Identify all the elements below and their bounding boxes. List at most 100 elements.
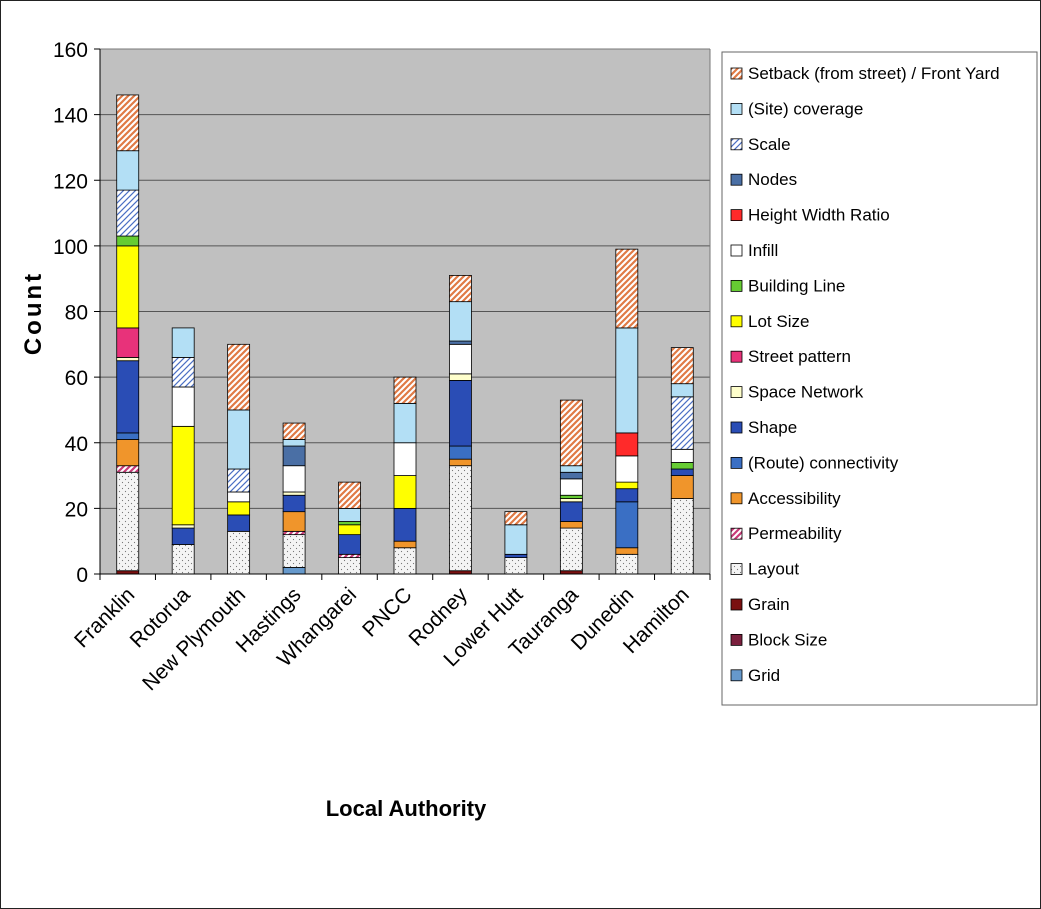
bar-segment	[282, 530, 306, 536]
legend-swatch	[730, 669, 743, 682]
legend-entry: Shape	[748, 418, 797, 437]
bar-segment	[449, 340, 472, 345]
bar-segment	[116, 327, 140, 358]
bar-segment	[449, 275, 472, 303]
bar-segment	[116, 471, 140, 572]
bar-segment	[282, 494, 306, 513]
bar-segment	[393, 540, 417, 549]
bar-segment	[559, 494, 583, 499]
bar-segment	[449, 343, 472, 375]
legend-entry: (Route) connectivity	[748, 453, 899, 472]
bar-segment	[116, 465, 140, 473]
bar-segment	[116, 245, 140, 329]
legend-swatch	[730, 421, 743, 434]
bar-segment	[282, 491, 306, 496]
legend-swatch	[730, 173, 743, 186]
bar-segment	[449, 458, 472, 467]
bar-segment	[282, 465, 306, 493]
bar-segment	[393, 475, 417, 509]
legend-entry: Accessibility	[748, 489, 841, 508]
bar-segment	[670, 475, 694, 499]
legend-entry: Grain	[748, 595, 790, 614]
bar-segment	[670, 347, 694, 385]
bar-segment	[338, 557, 361, 575]
y-tick-label: 20	[65, 498, 88, 521]
bar-segment	[504, 553, 528, 558]
bar-segment	[116, 150, 140, 191]
legend-swatch	[730, 634, 743, 646]
bar-segment	[559, 465, 583, 473]
y-axis-title: Count	[20, 271, 47, 355]
bar-segment	[559, 498, 583, 503]
bar-segment	[171, 386, 195, 427]
legend-swatch	[730, 598, 743, 611]
bar-segment	[338, 534, 361, 555]
legend: Setback (from street) / Front Yard (Site)…	[721, 51, 1038, 706]
y-tick-label: 120	[53, 170, 88, 193]
bar-segment	[171, 327, 195, 358]
bar-segment	[393, 376, 417, 404]
bar-segment	[615, 248, 639, 329]
bar-segment	[116, 94, 140, 152]
bar-segment	[116, 357, 140, 362]
y-tick-label: 40	[65, 433, 88, 456]
legend-entry: Grid	[748, 666, 780, 685]
bar-segment	[615, 501, 639, 549]
y-tick-label: 100	[53, 236, 88, 259]
bar-segment	[171, 527, 195, 545]
bar-segment	[615, 481, 639, 490]
bar-segment	[615, 553, 639, 575]
bar-segment	[282, 511, 306, 532]
bar-segment	[504, 511, 528, 526]
bar-segment	[670, 468, 694, 476]
bar-segment	[449, 445, 472, 460]
legend-swatch	[730, 492, 743, 505]
legend-entry: Street pattern	[748, 347, 851, 366]
bar-segment	[171, 357, 195, 388]
legend-entry: Space Network	[748, 383, 864, 402]
bar-segment	[282, 534, 306, 568]
legend-box	[721, 51, 1038, 706]
bar-segment	[449, 373, 472, 381]
legend-swatch	[730, 67, 743, 80]
bar-segment	[393, 442, 417, 476]
legend-swatch	[730, 244, 743, 257]
legend-entry: Building Line	[748, 276, 845, 295]
bar-segment	[282, 439, 306, 447]
bar-segment	[227, 514, 251, 532]
bar-segment	[393, 507, 417, 542]
bar-segment	[449, 465, 472, 572]
legend-entry: Height Width Ratio	[748, 206, 890, 225]
bar-segment	[338, 553, 361, 558]
bar-segment	[504, 524, 528, 555]
bar-segment	[559, 478, 583, 496]
legend-swatch	[730, 527, 743, 540]
bar-segment	[670, 396, 694, 450]
bar-segment	[171, 524, 195, 529]
bars	[116, 94, 694, 575]
bar-segment	[449, 301, 472, 342]
bar-segment	[449, 380, 472, 447]
legend-swatch	[730, 209, 743, 222]
bar-segment	[393, 547, 417, 575]
bar-segment	[559, 521, 583, 529]
legend-entry: Block Size	[748, 630, 827, 649]
legend-entry: Permeability	[748, 524, 842, 543]
legend-swatch	[730, 456, 743, 469]
bar-segment	[116, 360, 140, 434]
bar-segment	[116, 235, 140, 247]
legend-swatch	[730, 563, 743, 575]
y-tick-label: 160	[53, 39, 88, 62]
legend-entry: Setback (from street) / Front Yard	[748, 64, 1000, 83]
bar-segment	[227, 343, 251, 411]
bar-segment	[615, 455, 639, 483]
bar-segment	[670, 498, 694, 575]
bar-segment	[282, 445, 306, 467]
bar-segment	[559, 527, 583, 572]
bar-segment	[504, 557, 528, 575]
bar-segment	[615, 327, 639, 434]
legend-entry: Scale	[748, 135, 791, 154]
bar-segment	[615, 488, 639, 503]
